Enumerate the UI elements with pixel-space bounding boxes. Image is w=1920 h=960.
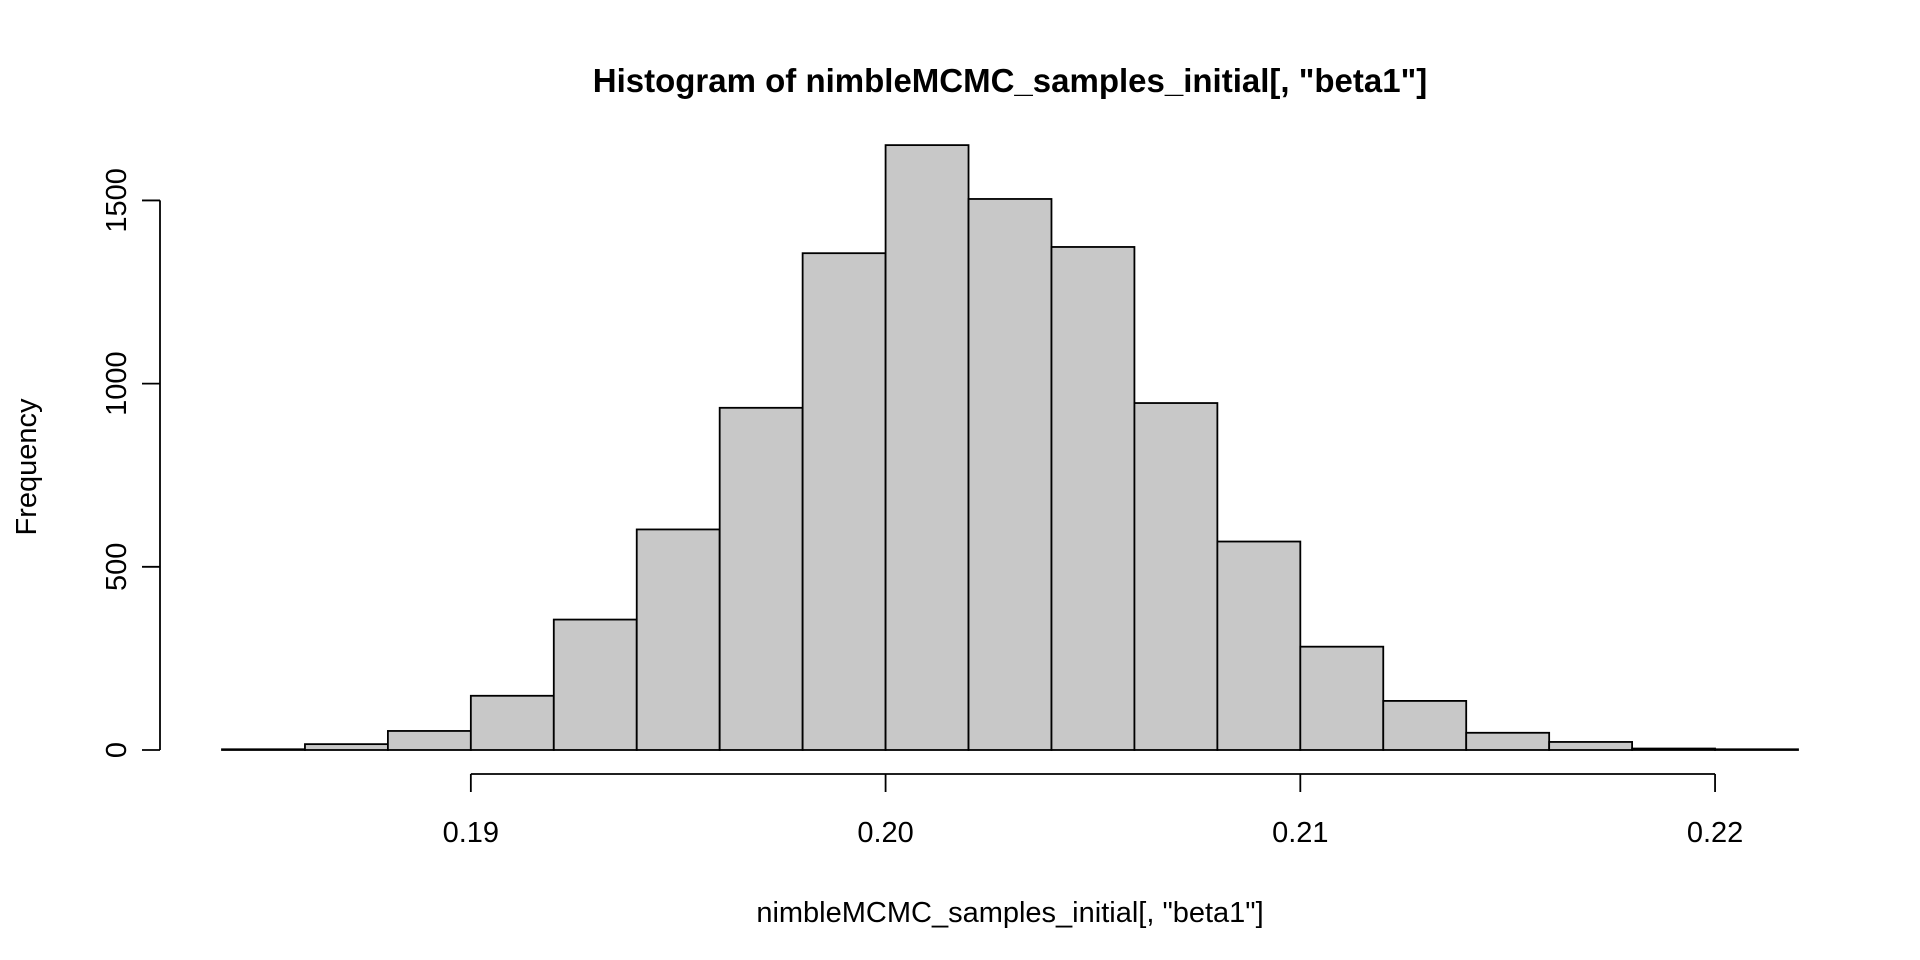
histogram-bar (718, 406, 804, 751)
histogram-bar (386, 730, 472, 751)
x-tick-label: 0.22 (1687, 817, 1743, 849)
histogram-bar (1465, 731, 1551, 751)
histogram-bar (635, 528, 721, 751)
histogram-bar (1714, 748, 1799, 751)
y-axis-label: Frequency (11, 398, 43, 536)
x-tick-label: 0.21 (1272, 817, 1328, 849)
y-axis: 0 500 1000 1500 (101, 168, 161, 758)
histogram-bar (801, 252, 887, 751)
histogram-bar (469, 694, 555, 751)
y-tick-label: 500 (101, 543, 133, 591)
histogram-bar (1216, 540, 1302, 751)
histogram-bar (1548, 741, 1634, 751)
y-tick-label: 1500 (101, 168, 133, 233)
x-axis-label: nimbleMCMC_samples_initial[, "beta1"] (756, 897, 1263, 929)
histogram-bar (552, 618, 638, 751)
x-tick-label: 0.19 (443, 817, 499, 849)
bars-group (221, 144, 1799, 751)
histogram-bar (1631, 747, 1716, 751)
histogram-bar (1299, 645, 1385, 751)
histogram-bar (1050, 246, 1136, 751)
histogram-bar (884, 144, 970, 751)
y-tick-label: 1000 (101, 351, 133, 416)
histogram-bar (1133, 402, 1219, 751)
x-axis: 0.19 0.20 0.21 0.22 (443, 773, 1743, 849)
chart-title: Histogram of nimbleMCMC_samples_initial[… (593, 62, 1427, 99)
x-tick-label: 0.20 (857, 817, 913, 849)
y-tick-label: 0 (101, 742, 133, 758)
histogram-bar (221, 748, 306, 751)
histogram-bar (1382, 700, 1468, 751)
histogram-bar (967, 198, 1053, 751)
histogram-bar (304, 743, 389, 751)
